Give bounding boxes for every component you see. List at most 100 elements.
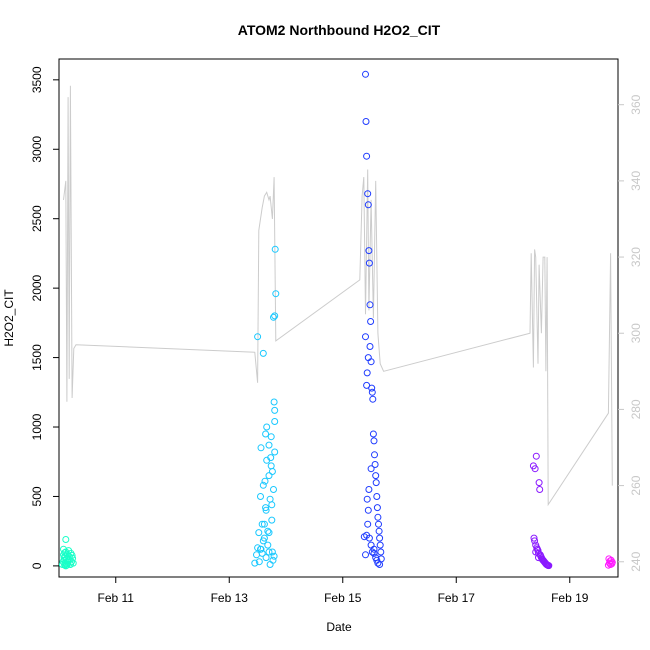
data-point <box>66 560 74 568</box>
data-point <box>268 468 276 475</box>
data-point <box>264 541 272 549</box>
data-point <box>376 561 384 568</box>
x-tick-label: Feb 17 <box>438 591 476 605</box>
data-point <box>62 536 70 543</box>
y-axis: 0 500 1000 1500 2000 2500 3000 3500 <box>30 66 59 569</box>
data-point <box>271 406 279 414</box>
data-point <box>367 318 375 325</box>
y-tick-label: 500 <box>30 486 44 506</box>
data-point <box>370 437 378 445</box>
data-point <box>270 552 278 560</box>
data-point <box>374 559 382 567</box>
data-point <box>263 423 271 431</box>
data-point <box>255 529 263 537</box>
data-point <box>266 561 274 568</box>
data-point <box>258 549 266 557</box>
data-point <box>263 456 271 464</box>
data-point <box>253 551 260 559</box>
data-point <box>362 70 369 78</box>
y2-tick-label: 320 <box>629 247 643 267</box>
data-point <box>264 527 272 535</box>
data-point <box>369 430 377 438</box>
data-point <box>365 486 373 493</box>
data-point <box>363 369 371 377</box>
data-point <box>260 534 268 542</box>
x-tick-label: Feb 15 <box>324 591 362 605</box>
data-point <box>370 545 378 553</box>
data-point <box>271 312 279 320</box>
y2-tick-label: 280 <box>629 399 643 419</box>
y2-tick-label: 240 <box>629 551 643 571</box>
data-point <box>535 479 543 487</box>
data-point <box>260 520 268 528</box>
data-point <box>531 465 539 473</box>
data-point <box>368 388 376 396</box>
data-point <box>374 513 382 521</box>
data-point <box>262 504 270 512</box>
data-point <box>363 531 371 539</box>
data-point <box>271 418 279 425</box>
data-point <box>532 452 540 460</box>
data-point <box>258 520 266 528</box>
data-point <box>536 486 544 493</box>
series-line <box>63 85 613 507</box>
data-point <box>265 529 273 537</box>
data-point <box>531 537 539 545</box>
x-axis: Feb 11 Feb 13 Feb 15 Feb 17 Feb 19 <box>98 577 589 605</box>
data-point <box>365 259 373 267</box>
data-point <box>261 477 269 485</box>
data-point <box>364 354 372 362</box>
data-point <box>271 448 279 456</box>
data-point <box>372 479 380 487</box>
data-point <box>259 481 267 489</box>
data-point <box>364 506 372 514</box>
data-point <box>267 433 275 441</box>
data-point <box>373 493 381 500</box>
data-point <box>265 441 273 449</box>
data-point <box>257 444 265 452</box>
x-tick-label: Feb 13 <box>211 591 249 605</box>
data-point <box>370 549 378 557</box>
y-axis-label: H2O2_CIT <box>2 289 16 347</box>
data-point <box>268 516 276 524</box>
y2-tick-label: 340 <box>629 171 643 191</box>
data-point <box>251 559 259 567</box>
data-point <box>268 501 276 509</box>
data-point <box>530 534 538 542</box>
data-point <box>254 333 262 341</box>
data-point <box>265 548 273 556</box>
data-point <box>270 313 277 321</box>
data-point <box>369 395 377 403</box>
data-point <box>362 551 369 559</box>
y2-axis: 240 260 280 300 320 340 360 <box>618 94 643 572</box>
chart-title: ATOM2 Northbound H2O2_CIT <box>238 22 441 38</box>
data-point <box>265 472 273 480</box>
data-point <box>268 548 276 556</box>
data-point <box>266 495 274 503</box>
data-point <box>545 562 553 570</box>
y-tick-label: 3000 <box>30 136 44 163</box>
x-tick-label: Feb 11 <box>98 591 135 605</box>
data-point <box>364 190 372 198</box>
data-point <box>365 247 373 255</box>
y2-tick-label: 260 <box>629 475 643 495</box>
data-point <box>532 548 540 556</box>
data-point <box>362 118 370 125</box>
data-point <box>363 381 371 389</box>
data-point <box>607 561 615 568</box>
data-point <box>367 465 375 473</box>
y-tick-label: 1000 <box>30 413 44 440</box>
data-point <box>271 245 279 253</box>
data-line-layer <box>63 85 613 507</box>
data-point <box>371 451 378 459</box>
data-point <box>262 506 270 514</box>
y2-tick-label: 300 <box>629 323 643 343</box>
plot-area <box>58 58 619 578</box>
data-point <box>259 349 267 357</box>
data-point <box>362 333 369 341</box>
y-tick-label: 2500 <box>30 205 44 232</box>
data-point <box>372 472 380 480</box>
data-point <box>366 301 374 309</box>
data-point <box>257 545 264 553</box>
y-tick-label: 2000 <box>30 274 44 301</box>
